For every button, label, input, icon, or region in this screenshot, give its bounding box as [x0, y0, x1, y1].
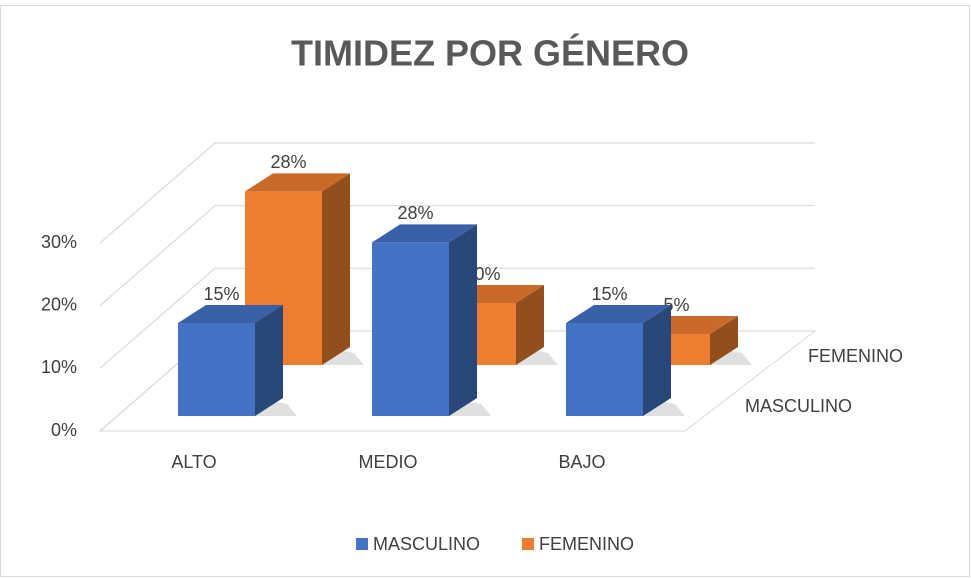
bar-side [322, 173, 350, 365]
grid-line [99, 142, 815, 244]
data-label: 15% [591, 284, 627, 304]
legend-label: FEMENINO [539, 534, 634, 554]
legend-swatch [356, 538, 368, 550]
bar [566, 323, 643, 416]
bar-top [372, 224, 477, 243]
y-tick-label: 20% [41, 294, 77, 314]
legend-swatch [522, 538, 534, 550]
bar-top [245, 173, 350, 192]
legend-label: MASCULINO [373, 534, 480, 554]
grid-line [99, 267, 815, 369]
bar-side [449, 224, 477, 416]
bar [178, 323, 255, 416]
x-tick-label: ALTO [171, 452, 216, 472]
x-tick-label: BAJO [558, 452, 605, 472]
grid-line [99, 205, 815, 307]
data-label: 15% [203, 284, 239, 304]
bar-top [566, 305, 671, 323]
y-tick-label: 0% [51, 420, 77, 440]
bar-side [255, 305, 283, 416]
depth-label: MASCULINO [745, 396, 852, 416]
bar-side [516, 285, 544, 365]
data-label: 28% [397, 203, 433, 223]
bar-side [643, 305, 671, 416]
y-tick-label: 30% [41, 232, 77, 252]
bar-top [178, 305, 283, 323]
data-label: 28% [270, 152, 306, 172]
x-tick-label: MEDIO [358, 452, 417, 472]
bar [372, 242, 449, 416]
chart-title: TIMIDEZ POR GÉNERO [291, 33, 689, 74]
y-tick-label: 10% [41, 357, 77, 377]
bar-side [710, 316, 738, 365]
depth-label: FEMENINO [808, 346, 903, 366]
